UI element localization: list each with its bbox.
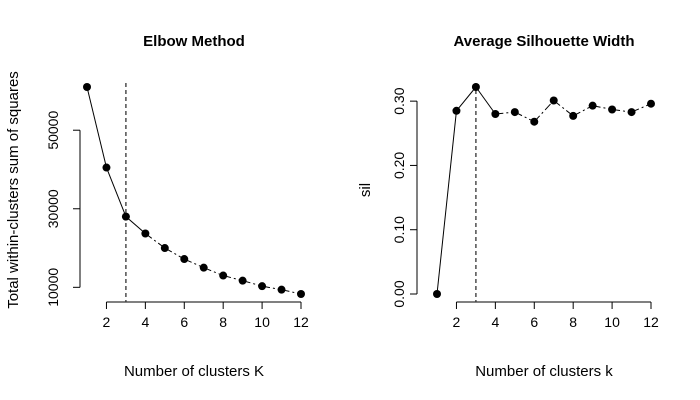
x-tick-label: 10 (604, 314, 620, 330)
series-segment (456, 86, 477, 112)
y-tick-label: 0.30 (391, 87, 407, 114)
data-point (627, 108, 636, 117)
data-point (471, 83, 480, 91)
x-axis-label: Number of clusters K (124, 363, 264, 380)
x-tick-label: 12 (293, 314, 309, 330)
data-point (530, 117, 539, 126)
y-tick-label: 0.20 (391, 152, 407, 179)
data-point (102, 163, 111, 172)
x-tick-label: 12 (643, 314, 659, 330)
x-tick-label: 2 (453, 314, 461, 330)
series-segment (553, 100, 574, 117)
data-point (433, 290, 441, 298)
y-tick-label: 0.10 (391, 216, 407, 243)
data-point (121, 212, 130, 221)
x-tick-label: 2 (103, 314, 111, 330)
y-axis-label: Total within-clusters sum of squares (5, 71, 22, 309)
silhouette-width-panel: Average Silhouette Width 2 4 6 8 10 12 0.00 0.10… (357, 33, 659, 380)
series-segment (86, 86, 107, 168)
x-tick-label: 6 (530, 314, 538, 330)
y-tick-label: 0.00 (391, 280, 407, 307)
series-segment (105, 167, 127, 217)
x-tick-label: 4 (491, 314, 499, 330)
series-segment (533, 100, 555, 123)
data-point (510, 108, 519, 117)
data-point (588, 101, 597, 110)
y-axis-label: sil (357, 183, 374, 197)
data-point (608, 105, 617, 114)
y-tick-label: 50000 (45, 111, 61, 150)
data-point (219, 271, 228, 280)
x-tick-label: 6 (180, 314, 188, 330)
data-point (491, 110, 500, 118)
data-point (199, 263, 208, 272)
data-point (452, 106, 461, 115)
x-tick-label: 8 (219, 314, 227, 330)
data-point (549, 96, 558, 105)
x-axis-label: Number of clusters k (475, 363, 613, 380)
series-segment (475, 86, 496, 115)
y-tick-label: 10000 (45, 268, 61, 307)
chart-title: Average Silhouette Width (454, 33, 635, 50)
series-segment (436, 110, 457, 295)
elbow-method-panel: Elbow Method 2 4 6 8 10 12 10000 30000 50000 Numbe… (5, 33, 309, 380)
x-tick-label: 4 (141, 314, 149, 330)
data-point (297, 290, 305, 298)
chart-title: Elbow Method (143, 33, 245, 50)
data-point (180, 255, 189, 264)
data-point (258, 282, 267, 291)
y-tick-label: 30000 (45, 189, 61, 228)
data-point (83, 83, 91, 91)
data-point (160, 244, 169, 253)
data-point (238, 276, 247, 285)
data-point (647, 99, 655, 108)
x-tick-label: 10 (254, 314, 270, 330)
series-segment (145, 233, 166, 249)
series-segment (125, 216, 146, 234)
data-point (141, 229, 150, 238)
data-point (277, 285, 286, 294)
data-point (569, 111, 578, 120)
x-tick-label: 8 (569, 314, 577, 330)
